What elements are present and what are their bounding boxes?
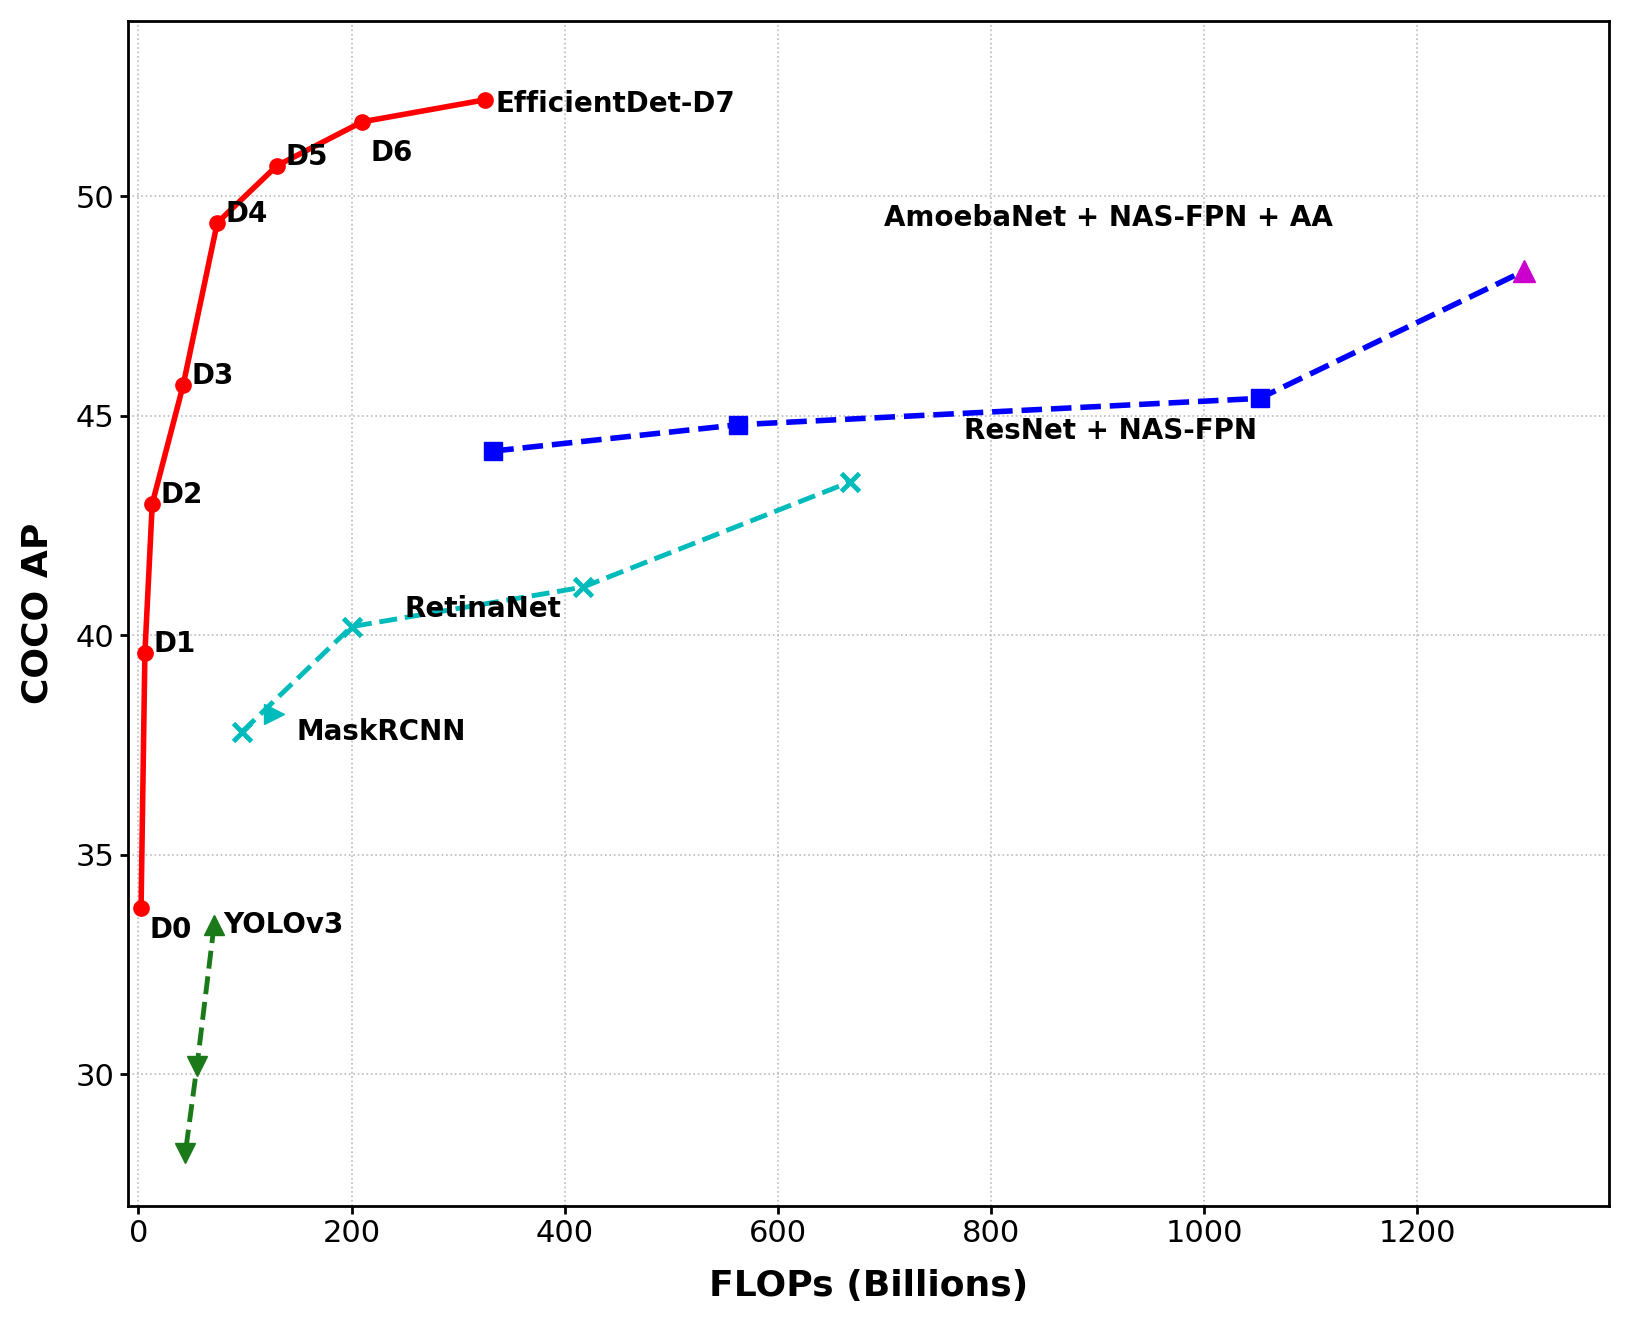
Text: D6: D6 [370, 139, 412, 167]
Text: D1: D1 [153, 630, 196, 658]
Text: D0: D0 [150, 916, 192, 944]
Text: D2: D2 [161, 481, 204, 508]
Text: D4: D4 [227, 200, 269, 228]
Text: ResNet + NAS-FPN: ResNet + NAS-FPN [965, 417, 1257, 445]
Text: RetinaNet: RetinaNet [404, 594, 562, 624]
Text: YOLOv3: YOLOv3 [223, 911, 344, 939]
Text: AmoebaNet + NAS-FPN + AA: AmoebaNet + NAS-FPN + AA [885, 204, 1333, 233]
Text: EfficientDet-D7: EfficientDet-D7 [496, 90, 735, 118]
Y-axis label: COCO AP: COCO AP [21, 523, 55, 704]
Text: MaskRCNN: MaskRCNN [297, 718, 466, 745]
Text: D5: D5 [285, 143, 328, 171]
X-axis label: FLOPs (Billions): FLOPs (Billions) [709, 1270, 1029, 1303]
Text: D3: D3 [192, 363, 235, 391]
